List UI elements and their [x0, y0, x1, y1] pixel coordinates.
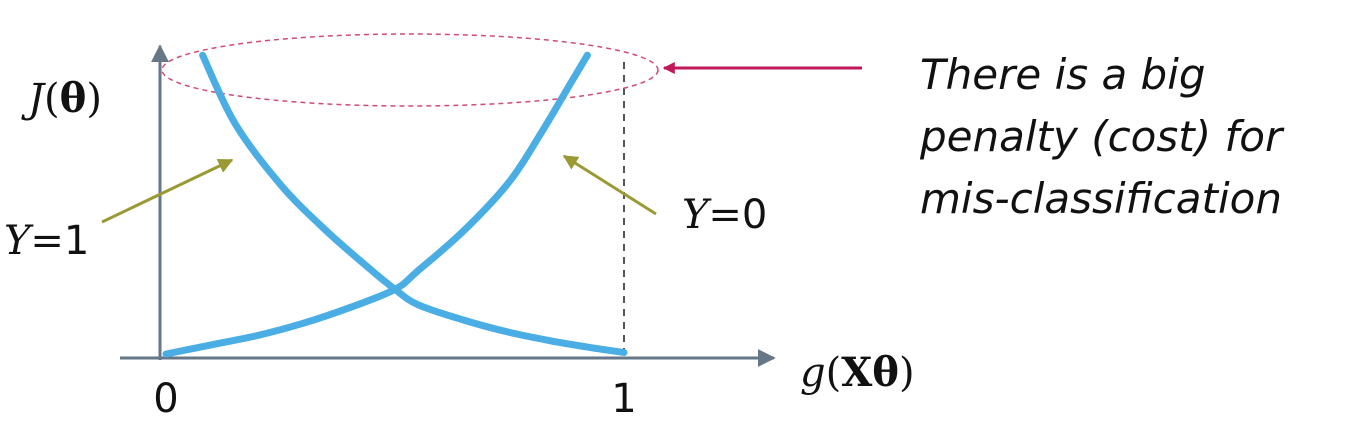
x-tick-label-0: 0 — [153, 376, 178, 422]
annotation-line-2: penalty (cost) for — [920, 112, 1283, 161]
annotation-line-1: There is a big — [920, 50, 1206, 99]
y-axis-label: J(θ) — [21, 75, 102, 122]
x-tick-label-1: 1 — [611, 376, 636, 422]
penalty-annotation: There is a big penalty (cost) for mis-cl… — [920, 44, 1360, 230]
y1-pointer-arrow — [101, 158, 234, 224]
penalty-highlight-ellipse — [161, 33, 659, 107]
series-label-y0: Y=0 — [682, 192, 767, 238]
series-label-y1: Y=1 — [4, 218, 89, 264]
x-axis-label: g(Xθ) — [800, 349, 915, 396]
curve-y-equals-0 — [162, 51, 591, 358]
y0-pointer-arrow — [562, 154, 657, 216]
curve-y-equals-1 — [199, 51, 628, 356]
annotation-line-3: mis-classification — [920, 174, 1282, 223]
